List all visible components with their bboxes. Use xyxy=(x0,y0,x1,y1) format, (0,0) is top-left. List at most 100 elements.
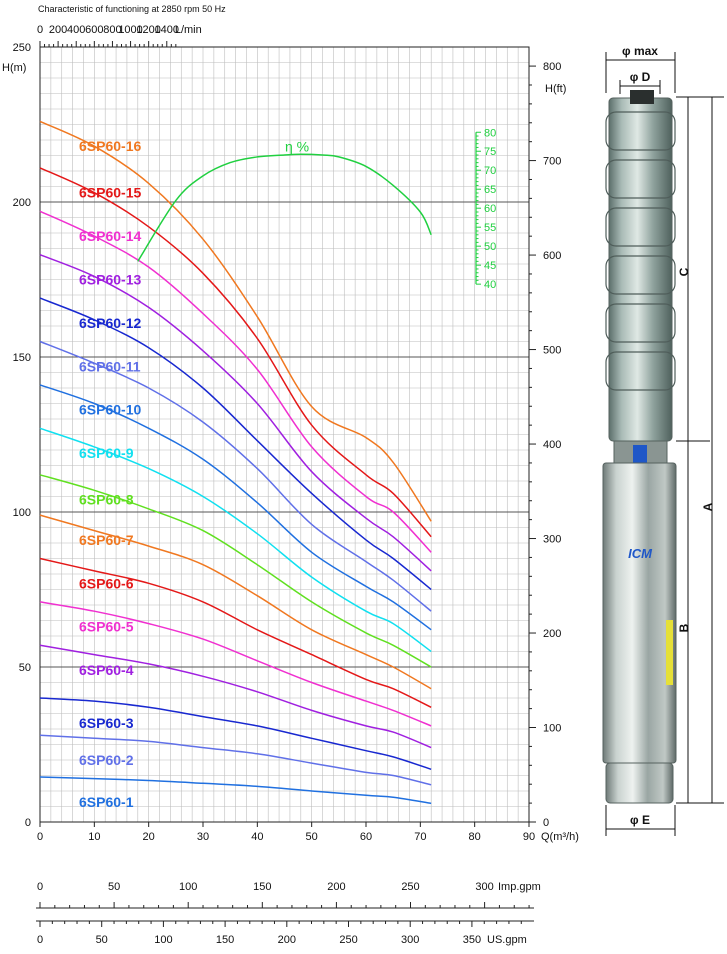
pump-stage xyxy=(605,207,676,247)
pump-outlet xyxy=(630,90,654,104)
dim-b-label: B xyxy=(677,623,691,632)
curve-label: 6SP60-4 xyxy=(79,662,134,678)
top-axis-label: L/min xyxy=(175,24,202,36)
us-gpm-label: 350 xyxy=(463,934,481,946)
curve-label: 6SP60-8 xyxy=(79,492,134,508)
curve-label: 6SP60-9 xyxy=(79,445,134,461)
head-curve-line xyxy=(39,167,432,538)
pump-stage xyxy=(605,351,676,391)
curve-label: 6SP60-15 xyxy=(79,185,141,201)
head-curve-line xyxy=(39,776,432,805)
efficiency-tick-label: 40 xyxy=(484,279,496,291)
x-axis-label: Q(m³/h) xyxy=(541,831,579,843)
top-tick-label: 1200 xyxy=(136,24,160,36)
chart-grid xyxy=(39,46,530,823)
pump-stage xyxy=(605,111,676,151)
head-curve-line xyxy=(39,427,432,653)
head-curve-line xyxy=(39,644,432,749)
head-curve-line xyxy=(39,254,432,572)
dim-e-label: φ E xyxy=(630,813,650,827)
curve-label: 6SP60-5 xyxy=(79,619,134,635)
imp-gpm-label: 0 xyxy=(37,881,43,893)
imp-gpm-label: 100 xyxy=(179,881,197,893)
right-tick-label: 600 xyxy=(543,250,561,262)
pump-drawing: ICM φ max φ D C A Bφ E xyxy=(602,44,724,836)
curve-label: 6SP60-11 xyxy=(79,358,141,374)
curve-label: 6SP60-2 xyxy=(79,752,134,768)
imp-gpm-unit: Imp.gpm xyxy=(498,881,541,893)
x-tick-label: 50 xyxy=(306,831,318,843)
right-tick-label: 100 xyxy=(543,723,561,735)
head-curve-line xyxy=(39,474,432,668)
brand-logo: ICM xyxy=(628,546,653,561)
head-curve-line xyxy=(39,384,432,631)
imp-gpm-label: 200 xyxy=(327,881,345,893)
efficiency-tick-label: 50 xyxy=(484,241,496,253)
chart-title: Characteristic of functioning at 2850 rp… xyxy=(38,4,226,14)
head-curve-line xyxy=(39,601,432,727)
us-gpm-unit: US.gpm xyxy=(487,934,527,946)
x-tick-label: 90 xyxy=(523,831,535,843)
right-axis-label: H(ft) xyxy=(545,83,566,95)
curve-label: 6SP60-6 xyxy=(79,575,134,591)
top-tick-label: 1400 xyxy=(155,24,179,36)
curve-label: 6SP60-10 xyxy=(79,402,141,418)
curve-label: 6SP60-12 xyxy=(79,315,141,331)
efficiency-curve-line xyxy=(137,153,432,262)
y-tick-label: 200 xyxy=(13,197,31,209)
y-tick-label: 150 xyxy=(13,352,31,364)
efficiency-tick-label: 75 xyxy=(484,146,496,158)
us-gpm-label: 50 xyxy=(96,934,108,946)
head-curve-line xyxy=(39,340,432,612)
curve-label: 6SP60-1 xyxy=(79,794,134,810)
x-tick-label: 80 xyxy=(469,831,481,843)
x-tick-label: 20 xyxy=(143,831,155,843)
y-tick-label: 0 xyxy=(25,817,31,829)
x-tick-label: 30 xyxy=(197,831,209,843)
x-tick-label: 40 xyxy=(251,831,263,843)
top-tick-label: 1000 xyxy=(118,24,142,36)
us-gpm-label: 100 xyxy=(154,934,172,946)
curve-label: 6SP60-14 xyxy=(79,228,141,244)
head-curve-line xyxy=(39,210,432,553)
right-tick-label: 400 xyxy=(543,439,561,451)
head-curve-line xyxy=(39,557,432,708)
efficiency-curve: η % xyxy=(137,138,432,262)
efficiency-tick-label: 45 xyxy=(484,260,496,272)
efficiency-curve-label: η % xyxy=(285,138,309,154)
us-gpm-label: 0 xyxy=(37,934,43,946)
head-curves xyxy=(39,120,432,805)
y-tick-label: 50 xyxy=(19,662,31,674)
motor-base xyxy=(605,762,674,804)
y-tick-label: 250 xyxy=(13,42,31,54)
right-tick-label: 700 xyxy=(543,156,561,168)
dim-c-label: C xyxy=(677,267,691,276)
us-gpm-label: 150 xyxy=(216,934,234,946)
top-tick-label: 400 xyxy=(67,24,85,36)
top-tick-label: 600 xyxy=(85,24,103,36)
head-curve-line xyxy=(39,697,432,771)
pump-stage xyxy=(605,303,676,343)
efficiency-tick-label: 70 xyxy=(484,165,496,177)
efficiency-tick-label: 80 xyxy=(484,127,496,139)
efficiency-tick-label: 55 xyxy=(484,222,496,234)
y-axis-label: H(m) xyxy=(2,62,26,74)
right-tick-label: 300 xyxy=(543,534,561,546)
imp-gpm-label: 150 xyxy=(253,881,271,893)
y-tick-label: 100 xyxy=(13,507,31,519)
efficiency-tick-label: 65 xyxy=(484,184,496,196)
dim-d-label: φ D xyxy=(630,70,651,84)
x-tick-label: 70 xyxy=(414,831,426,843)
top-tick-label: 0 xyxy=(37,24,43,36)
head-curve-line xyxy=(39,120,432,522)
curve-label: 6SP60-13 xyxy=(79,272,141,288)
us-gpm-label: 300 xyxy=(401,934,419,946)
curve-labels: 6SP60-16 6SP60-15 6SP60-14 6SP60-13 6SP60-12… xyxy=(79,138,141,810)
x-tick-label: 10 xyxy=(88,831,100,843)
right-tick-label: 0 xyxy=(543,817,549,829)
head-curve-line xyxy=(39,297,432,591)
right-tick-label: 800 xyxy=(543,61,561,73)
top-tick-label: 200 xyxy=(49,24,67,36)
chart-axes: 0 10 20 30 40 50 60 70 80 90 Q(m³/h)0 200 400 600 8001… xyxy=(2,24,579,843)
